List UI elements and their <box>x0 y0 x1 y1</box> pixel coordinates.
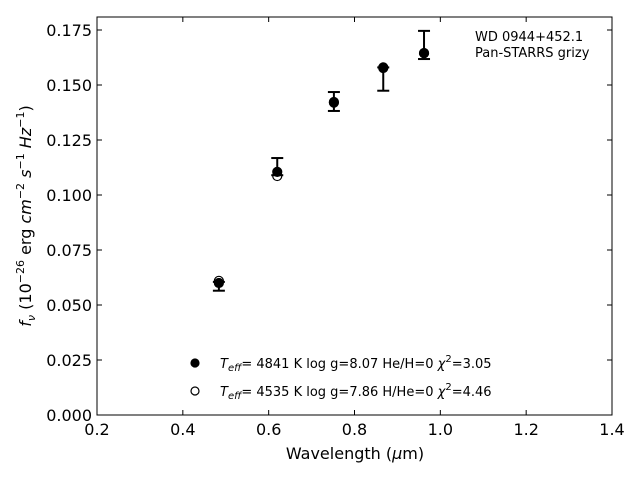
x-tick-label: 1.0 <box>428 420 453 439</box>
y-tick-label: 0.025 <box>46 351 92 370</box>
y-axis-label: fν (10−26 erg cm−2 s−1 Hz−1) <box>14 105 38 326</box>
model-point-filled <box>418 47 430 59</box>
x-tick-label: 1.4 <box>599 420 624 439</box>
model-point-filled <box>213 277 224 289</box>
legend-marker <box>190 386 200 396</box>
y-tick-label: 0.150 <box>46 76 92 95</box>
x-tick-label: 0.4 <box>170 420 195 439</box>
y-tick-label: 0.100 <box>46 186 92 205</box>
legend-label: Teff= 4841 K log g=8.07 He/H=0 χ2=3.05 <box>220 354 492 374</box>
legend: Teff= 4841 K log g=8.07 He/H=0 χ2=3.05 Te… <box>190 354 492 402</box>
y-tick-label: 0.075 <box>46 241 92 260</box>
legend-label: Teff= 4535 K log g=7.86 H/He=0 χ2=4.46 <box>220 382 492 402</box>
x-tick-label: 1.2 <box>513 420 538 439</box>
x-tick-label: 0.6 <box>256 420 281 439</box>
model-point-filled <box>378 62 389 74</box>
y-tick-label: 0.050 <box>46 296 92 315</box>
x-tick-label: 0.8 <box>342 420 367 439</box>
x-axis-label: Wavelength (μm) <box>286 444 424 463</box>
y-tick-label: 0.175 <box>46 21 92 40</box>
model-point-filled <box>272 166 283 177</box>
annotation-object: WD 0944+452.1 <box>475 30 583 45</box>
annotation-survey: Pan-STARRS grizy <box>475 46 590 61</box>
model-point-filled <box>328 96 339 108</box>
y-tick-label: 0.000 <box>46 406 92 425</box>
plot-frame <box>96 16 613 416</box>
y-tick-label: 0.125 <box>46 131 92 150</box>
x-tick-label: 0.2 <box>84 420 109 439</box>
legend-marker <box>190 358 200 368</box>
